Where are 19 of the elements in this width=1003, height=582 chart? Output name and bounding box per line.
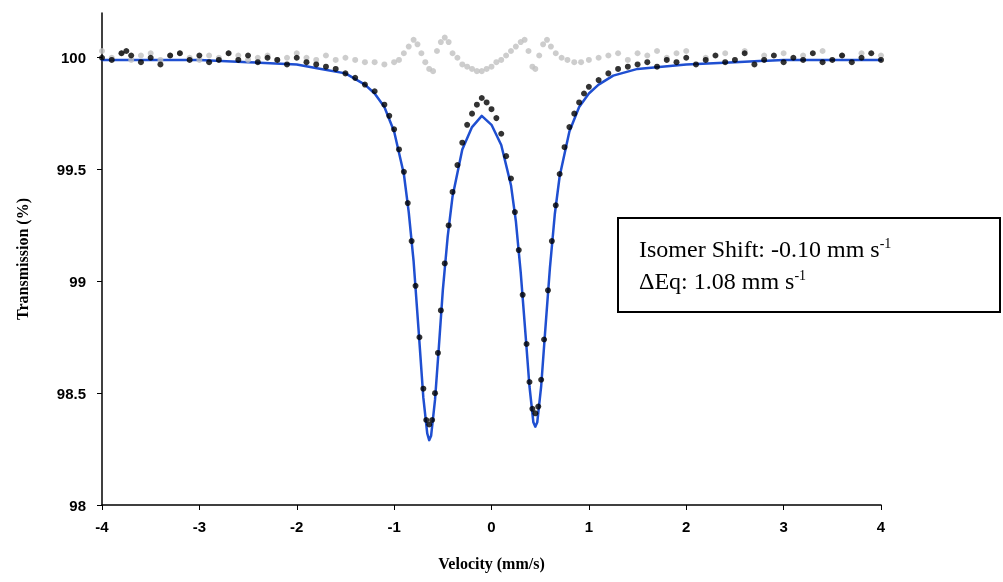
y-tick-label: 99.5 bbox=[56, 161, 86, 179]
x-tick-label: -2 bbox=[290, 518, 304, 535]
y-tick-label: 100 bbox=[60, 49, 86, 67]
x-tick-label: -3 bbox=[192, 518, 207, 535]
y-tick-label: 99 bbox=[69, 272, 86, 290]
x-tick-label: 0 bbox=[487, 518, 496, 535]
annotation: Isomer Shift: -0.10 mm s$^{-1}$ bbox=[639, 235, 893, 264]
x-tick-label: -4 bbox=[95, 518, 110, 535]
y-axis-title: Transmission (%) bbox=[13, 198, 32, 320]
note-box: Isomer Shift: -0.10 mm s$^{-1}$ ΔEq: 1.08 mm s$^{-1}$ bbox=[617, 217, 1001, 313]
x-tick-label: 4 bbox=[876, 518, 886, 535]
y-tick-label: 98.5 bbox=[56, 384, 86, 402]
x-axis-title: Velocity (mm/s) bbox=[438, 554, 545, 573]
x-tick-label: 3 bbox=[779, 518, 788, 535]
y-tick-label: 98 bbox=[69, 496, 86, 514]
x-tick-label: 2 bbox=[682, 518, 691, 535]
x-tick-label: -1 bbox=[387, 518, 401, 535]
annotation: ΔEq: 1.08 mm s$^{-1}$ bbox=[639, 267, 808, 296]
x-tick-label: 1 bbox=[584, 518, 594, 535]
